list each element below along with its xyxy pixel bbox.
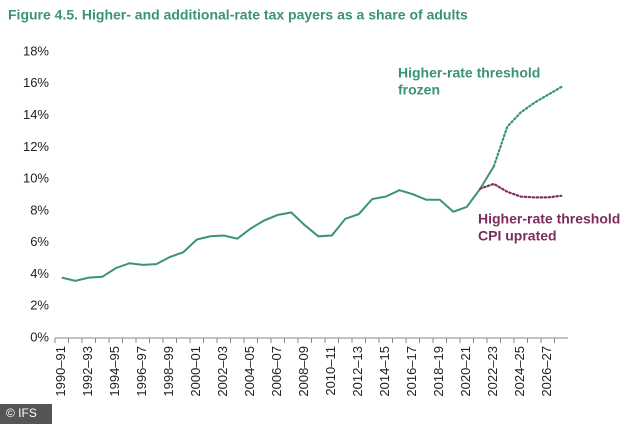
annotation: Higher-rate threshold bbox=[478, 211, 620, 227]
credit: © IFS bbox=[6, 406, 37, 420]
y-tick-label: 2% bbox=[30, 298, 49, 313]
annotation: CPI uprated bbox=[478, 228, 557, 244]
line-series bbox=[492, 85, 563, 168]
x-tick-label: 2002–03 bbox=[215, 346, 230, 397]
x-tick-label: 2022–23 bbox=[485, 346, 500, 397]
x-tick-label: 2026–27 bbox=[539, 346, 554, 397]
y-tick-label: 18% bbox=[23, 43, 49, 58]
credit-box bbox=[0, 404, 52, 424]
x-tick-label: 1992–93 bbox=[80, 346, 95, 397]
x-tick-label: 1998–99 bbox=[161, 346, 176, 397]
y-tick-label: 8% bbox=[30, 202, 49, 217]
annotation: Higher-rate threshold bbox=[398, 65, 540, 81]
y-tick-label: 14% bbox=[23, 107, 49, 122]
x-tick-label: 2006–07 bbox=[269, 346, 284, 397]
x-tick-label: 2020–21 bbox=[458, 346, 473, 397]
line-series bbox=[61, 165, 495, 282]
x-tick-label: 1994–95 bbox=[107, 346, 122, 397]
x-tick-label: 2000–01 bbox=[188, 346, 203, 397]
y-tick-label: 4% bbox=[30, 266, 49, 281]
line-series bbox=[479, 182, 563, 199]
x-tick-label: 2004–05 bbox=[242, 346, 257, 397]
y-tick-label: 10% bbox=[23, 171, 49, 186]
annotation: frozen bbox=[398, 82, 440, 98]
x-tick-label: 2012–13 bbox=[350, 346, 365, 397]
x-tick-label: 1990–91 bbox=[53, 346, 68, 397]
x-tick-label: 2014–15 bbox=[377, 346, 392, 397]
y-tick-label: 16% bbox=[23, 75, 49, 90]
x-tick-label: 2018–19 bbox=[431, 346, 446, 397]
x-tick-label: 2016–17 bbox=[404, 346, 419, 397]
y-tick-label: 0% bbox=[30, 329, 49, 344]
y-tick-label: 12% bbox=[23, 139, 49, 154]
x-tick-label: 2008–09 bbox=[296, 346, 311, 397]
x-tick-label: 2010–11 bbox=[323, 346, 338, 396]
x-tick-label: 1996–97 bbox=[134, 346, 149, 397]
chart-title: Figure 4.5. Higher- and additional-rate … bbox=[8, 7, 468, 23]
y-tick-label: 6% bbox=[30, 234, 49, 249]
x-tick-label: 2024–25 bbox=[512, 346, 527, 397]
